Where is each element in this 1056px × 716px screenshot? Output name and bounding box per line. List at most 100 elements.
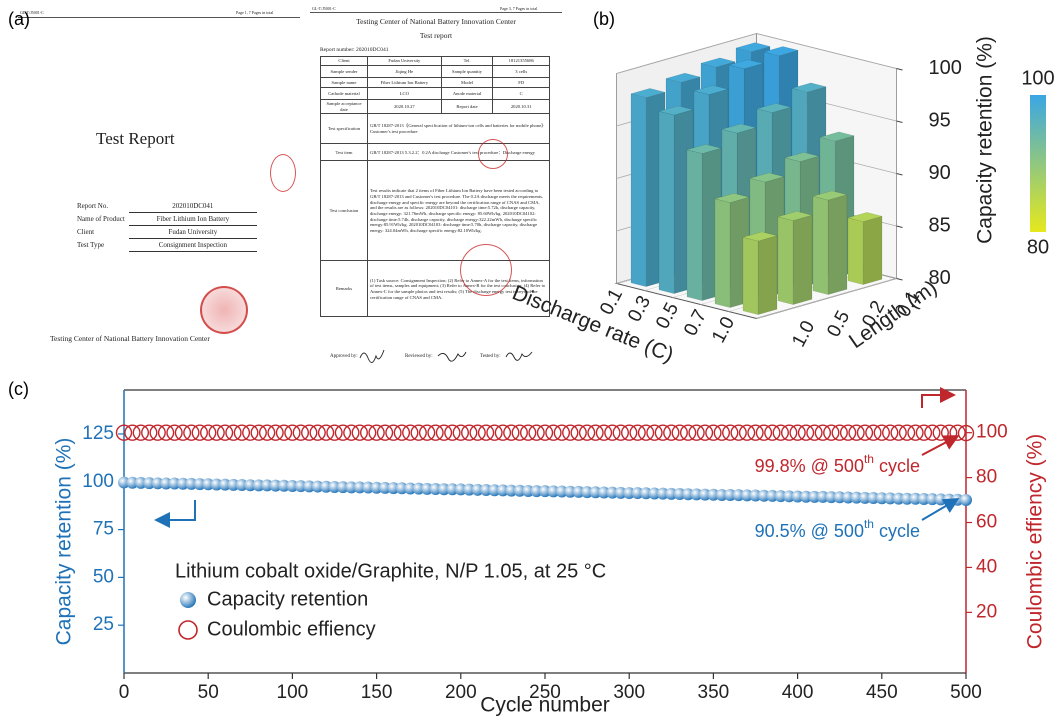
bar-face bbox=[813, 196, 828, 294]
marker bbox=[765, 425, 780, 440]
bar-face bbox=[778, 217, 793, 305]
annotation-part: th bbox=[864, 452, 874, 466]
marker bbox=[378, 425, 393, 440]
annotation-part: th bbox=[864, 517, 874, 531]
y2-tick-label: 60 bbox=[976, 512, 997, 533]
marker bbox=[596, 425, 611, 440]
z-tick bbox=[897, 174, 903, 176]
y-tick-label: 1.0 bbox=[788, 317, 819, 350]
x-tick-label: 300 bbox=[613, 682, 645, 703]
marker bbox=[799, 425, 814, 440]
annotation-part: 99.8% @ 500 bbox=[755, 456, 864, 476]
z-tick-label: 95 bbox=[929, 109, 951, 131]
marker bbox=[150, 425, 165, 440]
bar3d-chart: 808590951000.10.30.50.71.00.10.20.51.0Di… bbox=[509, 34, 1055, 367]
y2-tick-label: 20 bbox=[976, 601, 997, 622]
bar bbox=[848, 212, 882, 284]
marker bbox=[403, 425, 418, 440]
marker bbox=[554, 425, 569, 440]
marker bbox=[201, 425, 216, 440]
marker bbox=[495, 425, 510, 440]
panel-label: (c) bbox=[8, 379, 29, 399]
marker bbox=[546, 425, 561, 440]
colorbar bbox=[1030, 95, 1046, 232]
marker bbox=[960, 494, 972, 506]
x-axis-label: Cycle number bbox=[480, 694, 610, 716]
marker bbox=[394, 425, 409, 440]
marker bbox=[664, 425, 679, 440]
marker bbox=[420, 425, 435, 440]
colorbar-label: 100 bbox=[1021, 67, 1054, 89]
charts: (a) (b) (c) 808590951000.10.30.50.71.00.… bbox=[0, 0, 1056, 716]
marker bbox=[815, 425, 830, 440]
marker bbox=[142, 425, 157, 440]
y-tick-label: 125 bbox=[82, 423, 114, 444]
marker bbox=[369, 425, 384, 440]
marker bbox=[436, 425, 451, 440]
marker bbox=[344, 425, 359, 440]
y-tick-label: 50 bbox=[93, 566, 114, 587]
y2-tick-label: 40 bbox=[976, 556, 997, 577]
marker bbox=[192, 425, 207, 440]
z-tick-label: 100 bbox=[929, 57, 962, 79]
z-tick bbox=[897, 69, 903, 71]
marker bbox=[268, 425, 283, 440]
bar bbox=[813, 191, 847, 295]
marker bbox=[276, 425, 291, 440]
marker bbox=[470, 425, 485, 440]
annotation-part: cycle bbox=[874, 521, 920, 541]
y-axis-label: Capacity retention (%) bbox=[53, 438, 76, 646]
marker bbox=[293, 425, 308, 440]
annotation: 90.5% @ 500th cycle bbox=[755, 517, 920, 541]
y2-axis-label: Coulombic effiency (%) bbox=[1024, 434, 1047, 650]
marker bbox=[639, 425, 654, 440]
marker bbox=[883, 425, 898, 440]
marker bbox=[630, 425, 645, 440]
marker bbox=[512, 425, 527, 440]
marker bbox=[916, 425, 931, 440]
marker bbox=[504, 425, 519, 440]
marker bbox=[790, 425, 805, 440]
axis-arrow bbox=[158, 500, 195, 520]
marker bbox=[807, 425, 822, 440]
marker bbox=[647, 425, 662, 440]
marker bbox=[479, 425, 494, 440]
marker bbox=[925, 425, 940, 440]
x-tick-label: 200 bbox=[445, 682, 477, 703]
marker bbox=[411, 425, 426, 440]
marker bbox=[310, 425, 325, 440]
marker bbox=[908, 425, 923, 440]
marker bbox=[891, 425, 906, 440]
x-tick-label: 500 bbox=[950, 682, 982, 703]
marker bbox=[386, 425, 401, 440]
panel-label: (a) bbox=[8, 9, 30, 29]
marker bbox=[588, 425, 603, 440]
marker bbox=[167, 425, 182, 440]
marker bbox=[218, 425, 233, 440]
bar-face bbox=[715, 199, 730, 308]
marker bbox=[933, 425, 948, 440]
y-tick-label: 100 bbox=[82, 471, 114, 492]
colorbar-label: 80 bbox=[1027, 236, 1049, 258]
marker bbox=[731, 425, 746, 440]
marker bbox=[521, 425, 536, 440]
marker bbox=[302, 425, 317, 440]
marker bbox=[723, 425, 738, 440]
marker bbox=[874, 425, 889, 440]
marker bbox=[159, 425, 174, 440]
marker bbox=[487, 425, 502, 440]
marker bbox=[857, 425, 872, 440]
marker bbox=[748, 425, 763, 440]
bar-face bbox=[793, 215, 812, 304]
annotation-part: cycle bbox=[874, 456, 920, 476]
marker bbox=[184, 425, 199, 440]
annotation: 99.8% @ 500th cycle bbox=[755, 452, 920, 476]
annotation-part: 90.5% @ 500 bbox=[755, 521, 864, 541]
marker bbox=[538, 425, 553, 440]
x-tick-label: 350 bbox=[698, 682, 730, 703]
marker bbox=[697, 425, 712, 440]
legend-label: Capacity retention bbox=[207, 588, 368, 610]
x-tick-label: 0.3 bbox=[624, 292, 655, 325]
marker bbox=[706, 425, 721, 440]
bar bbox=[743, 232, 777, 315]
